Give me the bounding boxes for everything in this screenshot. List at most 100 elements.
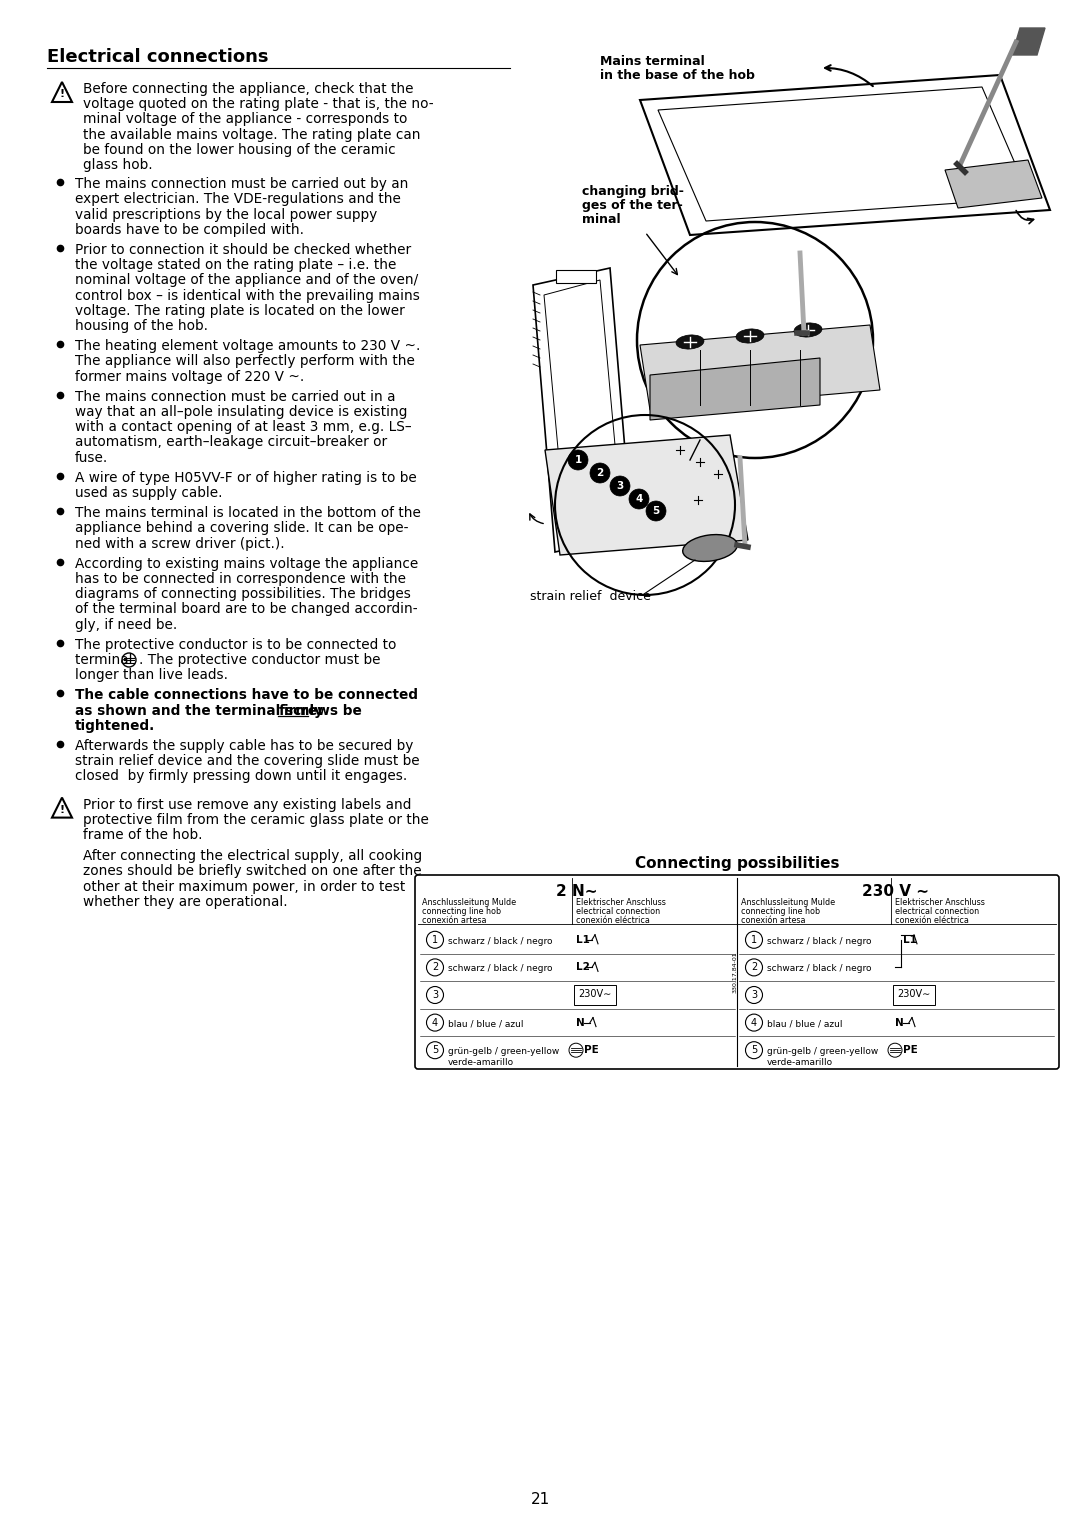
Text: strain relief  device: strain relief device (530, 590, 651, 604)
Text: the voltage stated on the rating plate – i.e. the: the voltage stated on the rating plate –… (75, 258, 396, 272)
Text: appliance behind a covering slide. It can be ope-: appliance behind a covering slide. It ca… (75, 521, 408, 535)
Text: has to be connected in correspondence with the: has to be connected in correspondence wi… (75, 571, 406, 587)
Text: expert electrician. The VDE-regulations and the: expert electrician. The VDE-regulations … (75, 193, 401, 206)
Text: frame of the hob.: frame of the hob. (83, 828, 203, 842)
Text: PE: PE (903, 1045, 918, 1056)
Text: of the terminal board are to be changed accordin-: of the terminal board are to be changed … (75, 602, 418, 616)
Circle shape (427, 931, 444, 949)
Text: 3: 3 (432, 990, 438, 999)
Text: conexión artesa: conexión artesa (741, 915, 806, 924)
Text: with a contact opening of at least 3 mm, e.g. LS–: with a contact opening of at least 3 mm,… (75, 420, 411, 434)
Text: automatism, earth–leakage circuit–breaker or: automatism, earth–leakage circuit–breake… (75, 435, 387, 449)
Ellipse shape (737, 329, 764, 344)
Text: 4: 4 (432, 1018, 438, 1028)
Text: blau / blue / azul: blau / blue / azul (767, 1019, 842, 1028)
Text: 1: 1 (751, 935, 757, 944)
Ellipse shape (794, 322, 822, 338)
Text: 1: 1 (575, 455, 582, 465)
Circle shape (629, 489, 649, 509)
Text: voltage. The rating plate is located on the lower: voltage. The rating plate is located on … (75, 304, 405, 318)
Text: as shown and the terminal screws be: as shown and the terminal screws be (75, 703, 366, 718)
Text: conexión eléctrica: conexión eléctrica (895, 915, 969, 924)
Text: minal: minal (582, 212, 621, 226)
Circle shape (610, 477, 630, 497)
Text: 230V∼: 230V∼ (897, 989, 931, 999)
Text: fuse.: fuse. (75, 451, 108, 465)
Text: N: N (895, 1018, 904, 1028)
Polygon shape (545, 435, 748, 555)
Text: schwarz / black / negro: schwarz / black / negro (767, 937, 872, 946)
Text: The appliance will also perfectly perform with the: The appliance will also perfectly perfor… (75, 354, 415, 368)
Text: !: ! (59, 805, 65, 814)
Circle shape (646, 501, 666, 521)
Text: tightened.: tightened. (75, 718, 156, 733)
Text: grün-gelb / green-yellow
verde-amarillo: grün-gelb / green-yellow verde-amarillo (448, 1047, 559, 1067)
Text: former mains voltage of 220 V ~.: former mains voltage of 220 V ~. (75, 370, 305, 384)
Text: According to existing mains voltage the appliance: According to existing mains voltage the … (75, 556, 418, 571)
Text: 1: 1 (432, 935, 438, 944)
Text: electrical connection: electrical connection (895, 908, 980, 915)
Circle shape (745, 1015, 762, 1031)
Text: The mains terminal is located in the bottom of the: The mains terminal is located in the bot… (75, 506, 421, 520)
Text: way that an all–pole insulating device is existing: way that an all–pole insulating device i… (75, 405, 407, 419)
Text: Prior to first use remove any existing labels and: Prior to first use remove any existing l… (83, 798, 411, 811)
Circle shape (745, 987, 762, 1004)
Text: schwarz / black / negro: schwarz / black / negro (448, 937, 553, 946)
Text: conexión eléctrica: conexión eléctrica (576, 915, 650, 924)
Text: L1: L1 (903, 935, 917, 944)
Text: terminal: terminal (75, 652, 137, 668)
Text: schwarz / black / negro: schwarz / black / negro (448, 964, 553, 973)
Text: 3: 3 (751, 990, 757, 999)
Text: A wire of type H05VV-F or of higher rating is to be: A wire of type H05VV-F or of higher rati… (75, 471, 417, 484)
Text: 5: 5 (432, 1045, 438, 1056)
Circle shape (427, 1015, 444, 1031)
Text: blau / blue / azul: blau / blue / azul (448, 1019, 524, 1028)
Text: the available mains voltage. The rating plate can: the available mains voltage. The rating … (83, 128, 420, 142)
Text: 330.17.84-01: 330.17.84-01 (732, 952, 738, 993)
Text: other at their maximum power, in order to test: other at their maximum power, in order t… (83, 880, 405, 894)
Text: conexión artesa: conexión artesa (422, 915, 486, 924)
Circle shape (590, 463, 610, 483)
Text: The protective conductor is to be connected to: The protective conductor is to be connec… (75, 637, 396, 652)
Text: . The protective conductor must be: . The protective conductor must be (139, 652, 380, 668)
Text: 4: 4 (751, 1018, 757, 1028)
Text: voltage quoted on the rating plate - that is, the no-: voltage quoted on the rating plate - tha… (83, 98, 434, 112)
Circle shape (745, 1042, 762, 1059)
Text: 230 V ∼: 230 V ∼ (863, 885, 930, 898)
Text: ned with a screw driver (pict.).: ned with a screw driver (pict.). (75, 536, 285, 550)
Text: housing of the hob.: housing of the hob. (75, 319, 208, 333)
Text: 3: 3 (617, 481, 623, 490)
Text: boards have to be compiled with.: boards have to be compiled with. (75, 223, 303, 237)
Circle shape (427, 1042, 444, 1059)
Text: PE: PE (584, 1045, 598, 1056)
Text: 2 N∼: 2 N∼ (556, 885, 597, 898)
Text: The mains connection must be carried out in a: The mains connection must be carried out… (75, 390, 395, 403)
Text: nominal voltage of the appliance and of the oven/: nominal voltage of the appliance and of … (75, 274, 418, 287)
Text: diagrams of connecting possibilities. The bridges: diagrams of connecting possibilities. Th… (75, 587, 410, 601)
Text: The cable connections have to be connected: The cable connections have to be connect… (75, 689, 418, 703)
Polygon shape (640, 325, 880, 410)
FancyBboxPatch shape (556, 270, 596, 283)
Text: !: ! (59, 90, 65, 99)
Text: changing brid-: changing brid- (582, 185, 684, 199)
Text: firmly: firmly (279, 703, 323, 718)
Text: Anschlussleitung Mulde: Anschlussleitung Mulde (422, 898, 516, 908)
Text: 5: 5 (751, 1045, 757, 1056)
Text: Electrical connections: Electrical connections (48, 47, 269, 66)
Text: connecting line hob: connecting line hob (422, 908, 501, 915)
Circle shape (745, 960, 762, 976)
Text: in the base of the hob: in the base of the hob (600, 69, 755, 83)
Polygon shape (650, 358, 820, 420)
Text: protective film from the ceramic glass plate or the: protective film from the ceramic glass p… (83, 813, 429, 827)
Text: be found on the lower housing of the ceramic: be found on the lower housing of the cer… (83, 142, 395, 157)
Text: used as supply cable.: used as supply cable. (75, 486, 222, 500)
Circle shape (427, 987, 444, 1004)
Text: 2: 2 (432, 963, 438, 972)
Text: Prior to connection it should be checked whether: Prior to connection it should be checked… (75, 243, 411, 257)
Text: After connecting the electrical supply, all cooking: After connecting the electrical supply, … (83, 850, 422, 863)
Text: 5: 5 (652, 506, 660, 516)
Text: L1: L1 (576, 935, 590, 944)
Text: Anschlussleitung Mulde: Anschlussleitung Mulde (741, 898, 835, 908)
Circle shape (745, 931, 762, 949)
Text: control box – is identical with the prevailing mains: control box – is identical with the prev… (75, 289, 420, 303)
